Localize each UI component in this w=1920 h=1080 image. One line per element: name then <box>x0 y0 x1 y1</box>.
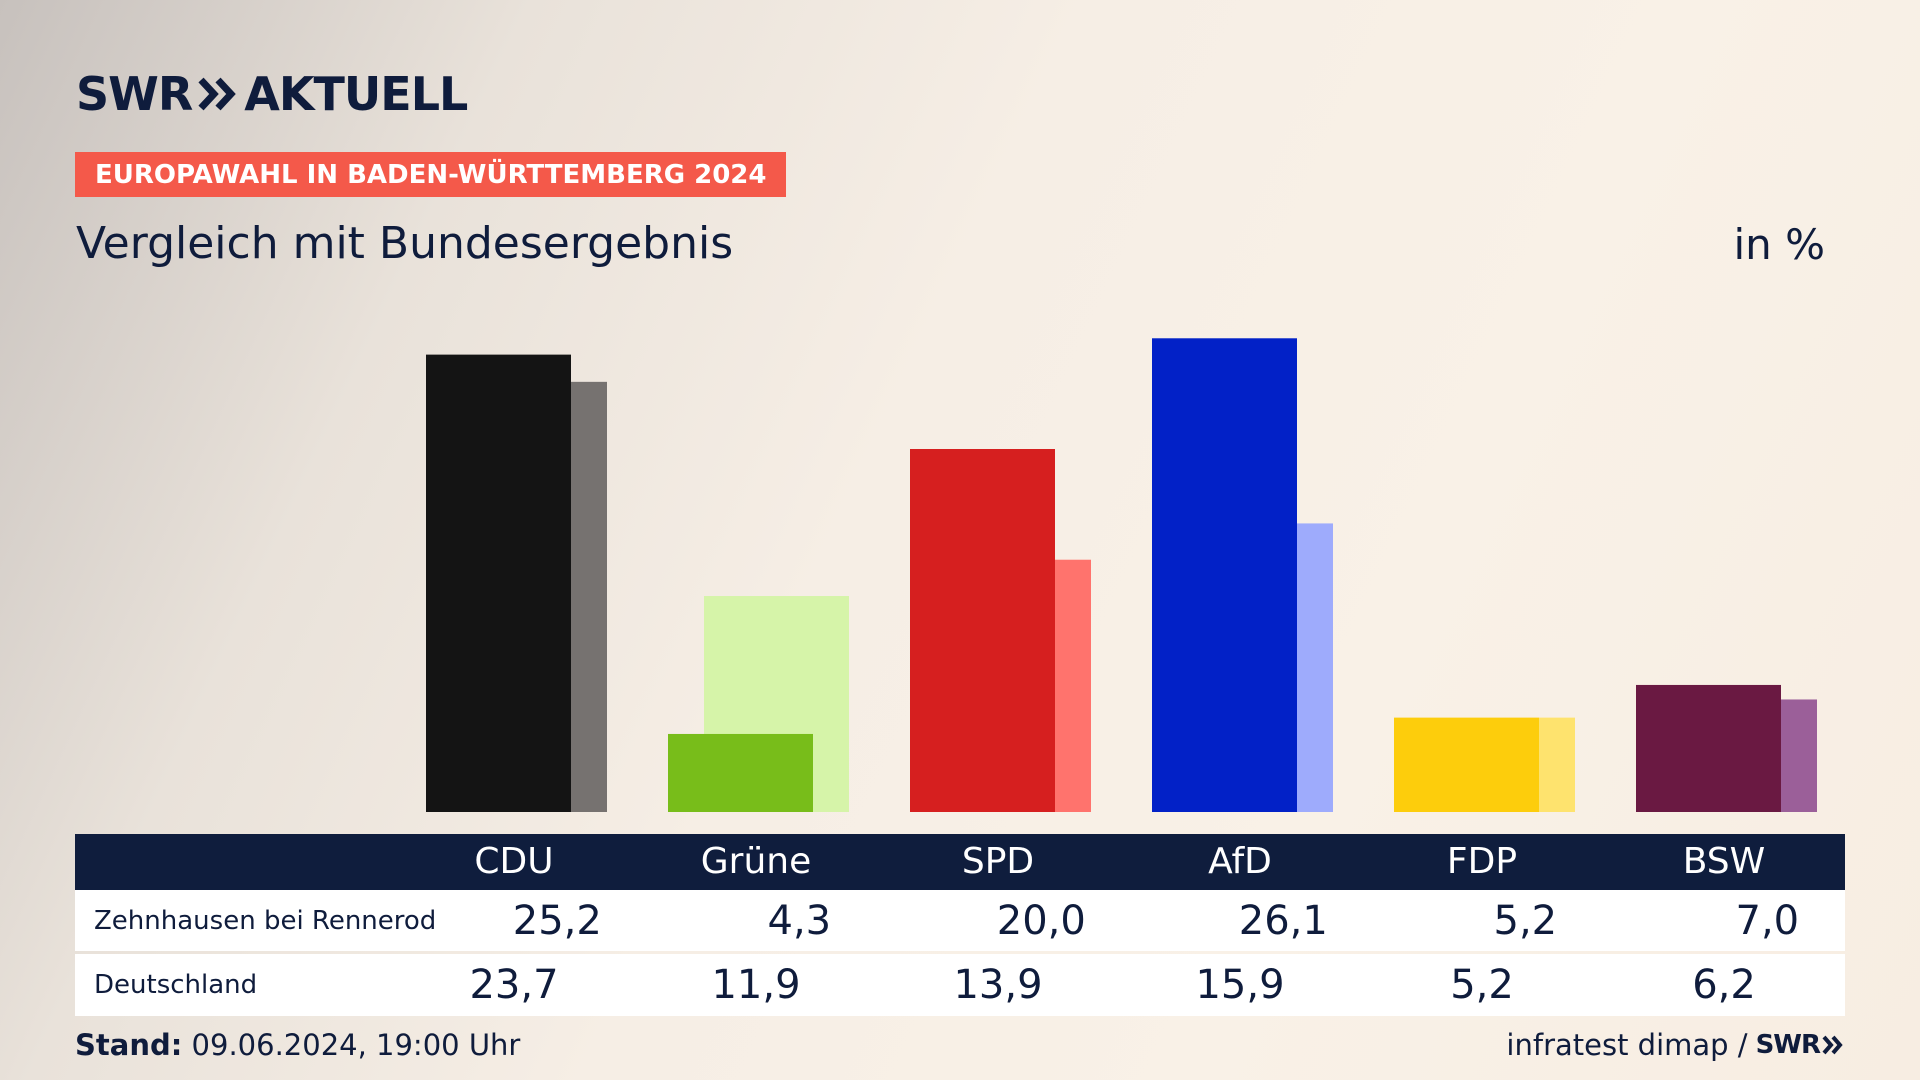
value-cell: 23,7 <box>469 962 559 1008</box>
results-table: CDU Grüne SPD AfD FDP BSW Zehnhausen bei Renn… <box>75 834 1845 1016</box>
bar-zehnhausen-3 <box>1152 338 1297 812</box>
value-cell: 5,2 <box>1493 897 1558 944</box>
party-header-1: Grüne <box>700 841 812 882</box>
table-row: Zehnhausen bei Rennerod 25,2 4,3 20,0 26,1 5… <box>75 890 1845 951</box>
bar-deutschland-0 <box>571 381 607 812</box>
chart-subtitle: Vergleich mit Bundesergebnis <box>76 218 734 269</box>
value-cell: 15,9 <box>1195 962 1285 1008</box>
value-cell: 13,9 <box>953 962 1043 1008</box>
value-cell: 26,1 <box>1238 897 1328 944</box>
bar-zehnhausen-0 <box>426 354 571 812</box>
double-chevron-icon <box>198 77 237 111</box>
value-cell: 7,0 <box>1735 897 1800 944</box>
bar-zehnhausen-1 <box>668 733 813 812</box>
value-cell: 20,0 <box>996 897 1086 944</box>
party-header-0: CDU <box>474 841 554 882</box>
bar-deutschland-4 <box>1539 717 1575 812</box>
stand-info: Stand: 09.06.2024, 19:00 Uhr <box>75 1028 520 1062</box>
logo-aktuell-text: AKTUELL <box>244 67 468 121</box>
bar-deutschland-5 <box>1781 699 1817 812</box>
bar-zehnhausen-4 <box>1394 717 1539 812</box>
party-header-3: AfD <box>1208 841 1272 882</box>
unit-label: in % <box>1733 220 1825 269</box>
bar-deutschland-2 <box>1055 559 1091 812</box>
party-header-4: FDP <box>1446 841 1518 882</box>
bar-zehnhausen-5 <box>1636 684 1781 812</box>
table-row: Deutschland 23,7 11,9 13,9 15,9 5,2 6,2 <box>75 954 1845 1016</box>
swr-aktuell-logo: SWR AKTUELL <box>76 66 468 122</box>
row-label: Deutschland <box>94 970 258 1000</box>
stand-value: 09.06.2024, 19:00 Uhr <box>191 1028 521 1062</box>
value-cell: 4,3 <box>767 897 832 944</box>
table-header: CDU Grüne SPD AfD FDP BSW <box>75 834 1845 890</box>
source-text: infratest dimap / <box>1506 1028 1748 1062</box>
stand-label: Stand: <box>75 1028 183 1062</box>
value-cell: 25,2 <box>512 897 602 944</box>
bar-deutschland-3 <box>1297 523 1333 812</box>
value-cell: 11,9 <box>711 962 801 1008</box>
election-badge: EUROPAWAHL IN BADEN-WÜRTTEMBERG 2024 <box>75 152 787 197</box>
party-header-5: BSW <box>1682 841 1766 882</box>
row-label: Zehnhausen bei Rennerod <box>94 905 437 936</box>
swr-mini-logo: SWR <box>1756 1030 1844 1060</box>
logo-swr-text: SWR <box>76 67 193 121</box>
value-cell: 6,2 <box>1692 962 1756 1008</box>
source-info: infratest dimap / SWR <box>1506 1028 1844 1062</box>
value-cell: 5,2 <box>1450 962 1514 1008</box>
party-header-2: SPD <box>961 841 1035 882</box>
double-chevron-icon <box>1822 1035 1843 1055</box>
mini-logo-text: SWR <box>1755 1030 1821 1060</box>
bar-zehnhausen-2 <box>910 449 1055 812</box>
